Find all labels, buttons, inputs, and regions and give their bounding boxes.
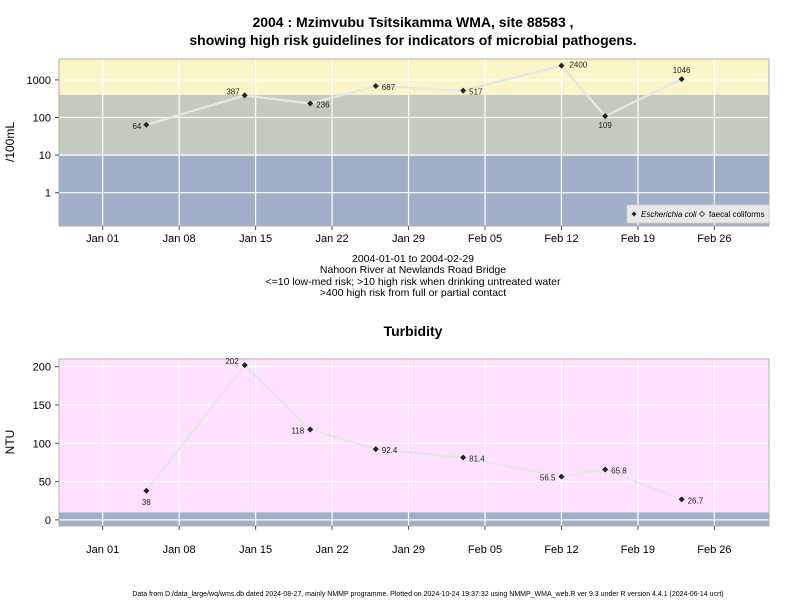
- data-label: 65.8: [611, 466, 627, 475]
- data-label: 56.5: [540, 474, 556, 483]
- x-tick-label: Feb 19: [621, 233, 655, 245]
- plot-frame: [58, 358, 770, 527]
- x-tick-label: Feb 26: [697, 544, 731, 556]
- data-label: 202: [225, 357, 239, 366]
- x-tick-label: Jan 15: [239, 233, 272, 245]
- x-tick-label: Jan 22: [316, 233, 349, 245]
- y-tick-label: 150: [33, 400, 51, 412]
- data-point: [143, 121, 150, 128]
- data-label: 38: [142, 498, 151, 507]
- data-label: 236: [316, 100, 330, 109]
- x-tick-label: Jan 08: [163, 544, 196, 556]
- y-tick-label: 200: [33, 362, 51, 374]
- series-line: [146, 64, 683, 126]
- data-label: 118: [291, 426, 304, 435]
- data-label: 517: [469, 88, 483, 97]
- turbidity-plot: 0 50 100 150 200 Jan 01 Jan 08 Jan 15 Jan 22 Jan …: [3, 357, 770, 556]
- data-label: 2400: [569, 61, 587, 70]
- data-point: [241, 362, 248, 369]
- data-label: 81.4: [469, 455, 485, 464]
- risk-band-0: [59, 512, 769, 526]
- data-point: [602, 113, 609, 120]
- legend-marker-filled: [631, 211, 637, 217]
- data-label: 64: [132, 122, 141, 131]
- x-tick-label: Feb 05: [468, 233, 502, 245]
- data-point: [143, 487, 150, 494]
- data-point: [307, 100, 314, 107]
- data-label: 1046: [673, 66, 691, 75]
- series-line: [145, 363, 683, 501]
- data-point: [558, 473, 565, 480]
- date-range: 2004-01-01 to 2004-02-29: [352, 253, 474, 265]
- data-point: [372, 83, 379, 90]
- x-tick-label: Jan 01: [86, 544, 119, 556]
- data-label: 92.4: [382, 446, 398, 455]
- legend-label-faecal: faecal coliforms: [709, 210, 765, 219]
- x-tick-label: Feb 12: [544, 233, 578, 245]
- data-point: [558, 62, 565, 69]
- data-label: 26.7: [688, 496, 704, 505]
- data-point: [460, 87, 467, 94]
- plot-frame: [58, 58, 770, 227]
- footer-note: Data from D:/data_large/wq/wms.db dated …: [132, 591, 723, 598]
- data-point: [241, 92, 248, 99]
- risk-band-1: [59, 94, 769, 156]
- y-tick-label: 1: [45, 188, 51, 200]
- y-axis-label: NTU: [3, 430, 17, 455]
- data-point: [372, 446, 379, 453]
- microbial-plot: 1 10 100 1000 Jan 01 Jan 08 Jan 15 Jan 22 Jan 29…: [3, 58, 770, 245]
- x-tick-label: Feb 26: [697, 233, 731, 245]
- x-tick-label: Jan 08: [163, 233, 196, 245]
- data-point: [460, 454, 467, 461]
- legend-marker-open: [698, 210, 706, 218]
- y-tick-label: 10: [39, 150, 51, 162]
- figure-title-line2: showing high risk guidelines for indicat…: [189, 32, 636, 48]
- x-tick-label: Feb 05: [468, 544, 502, 556]
- legend-box: [626, 204, 770, 224]
- y-tick-label: 100: [33, 113, 51, 125]
- x-tick-label: Jan 01: [86, 233, 119, 245]
- y-tick-label: 50: [39, 477, 51, 489]
- y-tick-label: 0: [45, 515, 51, 527]
- risk-guideline-drinking: <=10 low-med risk; >10 high risk when dr…: [265, 276, 561, 288]
- x-tick-label: Jan 29: [392, 233, 425, 245]
- figure-title-line1: 2004 : Mzimvubu Tsitsikamma WMA, site 88…: [252, 14, 573, 30]
- y-tick-label: 100: [33, 438, 51, 450]
- data-point: [602, 466, 609, 473]
- turbidity-title: Turbidity: [384, 323, 443, 339]
- risk-band-1: [59, 359, 769, 513]
- x-tick-label: Jan 29: [392, 544, 425, 556]
- data-label: 387: [226, 87, 240, 96]
- x-tick-label: Feb 19: [621, 544, 655, 556]
- site-name: Nahoon River at Newlands Road Bridge: [320, 264, 506, 276]
- y-tick-label: 1000: [27, 75, 51, 87]
- y-axis-label: /100mL: [3, 122, 17, 162]
- data-point: [307, 426, 314, 433]
- x-tick-label: Jan 15: [239, 544, 272, 556]
- data-point: [678, 76, 685, 83]
- x-tick-label: Jan 22: [316, 544, 349, 556]
- data-label: 687: [382, 83, 396, 92]
- data-label: 109: [598, 121, 612, 130]
- data-point: [678, 496, 685, 503]
- x-tick-label: Feb 12: [544, 544, 578, 556]
- legend-label-ecoli: Escherichia coli: [641, 210, 697, 219]
- risk-guideline-contact: >400 high risk from full or partial cont…: [320, 287, 507, 299]
